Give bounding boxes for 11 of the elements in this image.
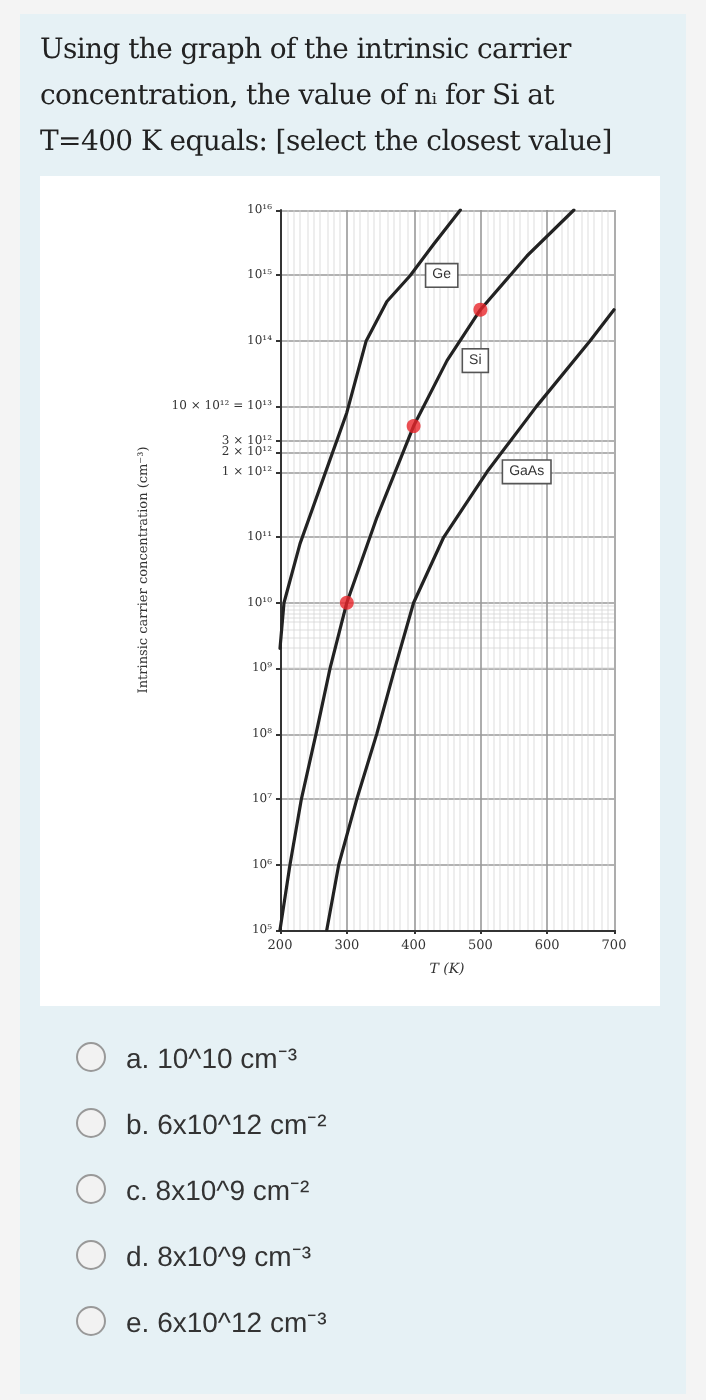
point xyxy=(473,302,488,317)
text: e. 6x10^12 cm⁻³ xyxy=(126,1304,327,1340)
text: a. 10^10 cm⁻³ xyxy=(126,1040,297,1076)
line-series xyxy=(325,308,616,932)
text: b. 6x10^12 cm⁻² xyxy=(126,1106,327,1142)
text: d. 8x10^9 cm⁻³ xyxy=(126,1238,311,1274)
text: c. 8x10^9 cm⁻² xyxy=(126,1172,310,1208)
chart-title: Using the graph of the intrinsic carrier concentration, the value of nᵢ for Si at T=400 K equals: [select the closest value] xyxy=(40,32,614,162)
line-series xyxy=(278,208,462,651)
point xyxy=(406,419,421,434)
point xyxy=(339,595,354,610)
